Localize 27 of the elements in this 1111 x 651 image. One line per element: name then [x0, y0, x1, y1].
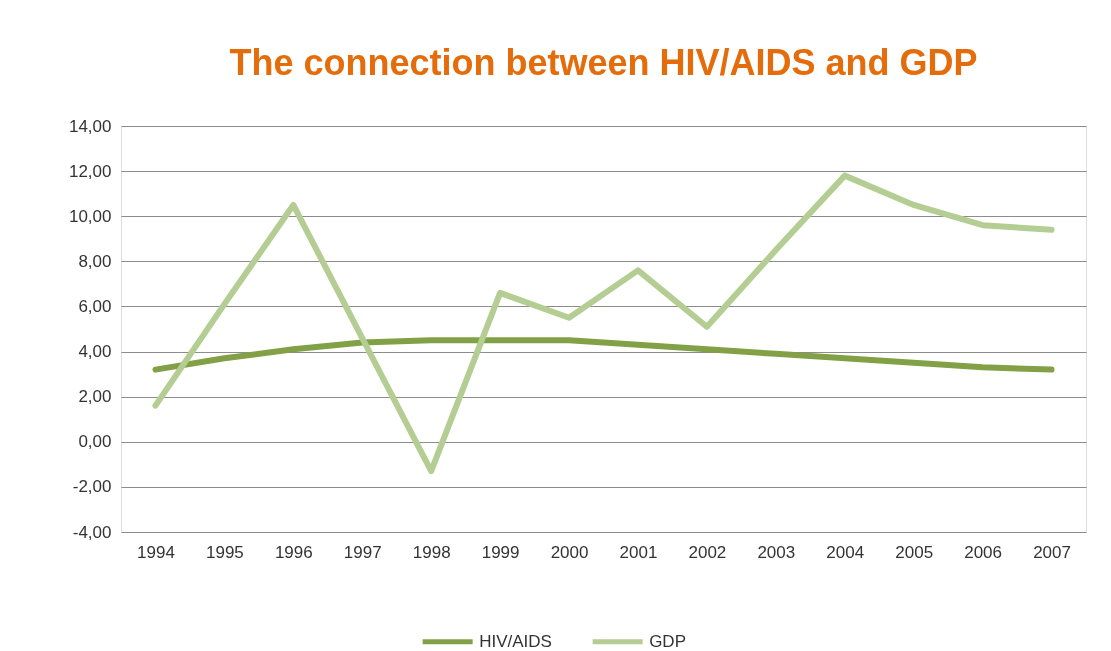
x-tick-label: 2007 [1033, 542, 1071, 562]
legend-label: HIV/AIDS [479, 631, 552, 651]
chart-title: The connection between HIV/AIDS and GDP [229, 42, 978, 83]
y-tick-label: 6,00 [78, 296, 112, 316]
x-tick-label: 2002 [688, 542, 727, 562]
x-tick-label: 1994 [137, 542, 175, 562]
y-tick-label: -4,00 [72, 522, 112, 542]
legend-label: GDP [649, 631, 686, 651]
x-tick-label: 1996 [274, 542, 313, 562]
x-tick-label: 1997 [343, 542, 382, 562]
y-tick-label: 12,00 [68, 161, 112, 181]
x-tick-label: 2003 [757, 542, 796, 562]
y-tick-label: 8,00 [78, 251, 112, 271]
y-tick-label: 2,00 [78, 387, 112, 407]
x-tick-label: 1995 [205, 542, 244, 562]
y-tick-label: 14,00 [68, 116, 112, 136]
y-tick-label: 0,00 [78, 432, 112, 452]
x-tick-label: 1998 [412, 542, 451, 562]
x-tick-label: 2005 [895, 542, 934, 562]
x-tick-label: 2001 [619, 542, 658, 562]
x-tick-label: 2004 [826, 542, 865, 562]
y-tick-label: 4,00 [78, 342, 112, 362]
y-tick-label: -2,00 [72, 477, 112, 497]
x-tick-label: 2000 [550, 542, 589, 562]
y-tick-label: 10,00 [68, 206, 112, 226]
x-tick-label: 1999 [481, 542, 520, 562]
x-tick-label: 2006 [964, 542, 1003, 562]
